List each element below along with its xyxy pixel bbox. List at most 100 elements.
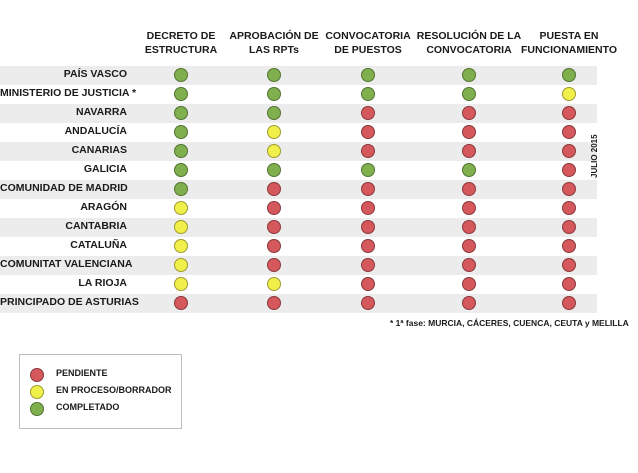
column-header: CONVOCATORIA DE PUESTOS <box>313 29 423 57</box>
status-dot-red <box>361 296 375 310</box>
status-dot-yellow <box>267 144 281 158</box>
status-dot-green <box>462 68 476 82</box>
column-header-line: RESOLUCIÓN DE LA <box>416 30 522 42</box>
row-label: CANTABRIA <box>65 220 127 232</box>
status-dot-red <box>562 163 576 177</box>
status-dot-green <box>174 125 188 139</box>
status-dot-green <box>462 163 476 177</box>
row-label: GALICIA <box>83 163 127 175</box>
column-header-line: CONVOCATORIA <box>325 30 411 42</box>
table-row: ARAGÓN <box>0 199 597 218</box>
legend-label: COMPLETADO <box>56 402 120 412</box>
status-dot-red <box>562 239 576 253</box>
status-dot-red <box>462 182 476 196</box>
status-dot-yellow <box>174 239 188 253</box>
status-dot-red <box>267 239 281 253</box>
table-row: COMUNIDAD DE MADRID <box>0 180 597 199</box>
status-dot-red <box>562 125 576 139</box>
column-header-line: DECRETO DE <box>146 30 216 42</box>
status-dot-red <box>462 106 476 120</box>
legend: PENDIENTE EN PROCESO/BORRADOR COMPLETADO <box>19 354 182 429</box>
status-dot-green <box>174 182 188 196</box>
table-row: NAVARRA <box>0 104 597 123</box>
legend-dot-yellow <box>30 385 44 399</box>
row-label: ARAGÓN <box>80 201 127 213</box>
column-header-line: CONVOCATORIA <box>426 44 512 56</box>
status-dot-red <box>361 201 375 215</box>
status-dot-red <box>462 239 476 253</box>
status-dot-green <box>267 106 281 120</box>
status-dot-red <box>562 220 576 234</box>
status-dot-green <box>174 144 188 158</box>
column-header-line: ESTRUCTURA <box>144 44 218 56</box>
status-dot-red <box>562 277 576 291</box>
status-dot-red <box>562 106 576 120</box>
row-label: PAÍS VASCO <box>63 68 127 80</box>
status-dot-red <box>562 296 576 310</box>
row-label: CANARIAS <box>71 144 127 156</box>
status-dot-red <box>267 258 281 272</box>
status-dot-red <box>462 201 476 215</box>
status-dot-yellow <box>562 87 576 101</box>
status-dot-yellow <box>174 277 188 291</box>
status-dot-red <box>462 258 476 272</box>
status-dot-yellow <box>267 125 281 139</box>
row-label: COMUNITAT VALENCIANA <box>0 258 133 270</box>
status-dot-red <box>361 144 375 158</box>
status-dot-red <box>361 125 375 139</box>
table-row: PAÍS VASCO <box>0 66 597 85</box>
status-dot-yellow <box>174 220 188 234</box>
table-row: LA RIOJA <box>0 275 597 294</box>
status-dot-red <box>462 277 476 291</box>
status-dot-red <box>462 125 476 139</box>
column-header: PUESTA EN FUNCIONAMIENTO <box>514 29 624 57</box>
legend-dot-red <box>30 368 44 382</box>
column-header-line: FUNCIONAMIENTO <box>520 44 618 56</box>
date-label: JULIO 2015 <box>590 134 599 178</box>
status-dot-red <box>361 220 375 234</box>
table-row: MINISTERIO DE JUSTICIA * <box>0 85 597 104</box>
status-dot-green <box>267 87 281 101</box>
status-dot-red <box>462 220 476 234</box>
status-dot-yellow <box>267 277 281 291</box>
legend-label: PENDIENTE <box>56 368 108 378</box>
status-dot-red <box>361 239 375 253</box>
status-dot-green <box>267 163 281 177</box>
status-dot-red <box>174 296 188 310</box>
status-dot-green <box>174 163 188 177</box>
status-dot-yellow <box>174 258 188 272</box>
status-dot-green <box>174 106 188 120</box>
status-dot-green <box>562 68 576 82</box>
legend-dot-green <box>30 402 44 416</box>
status-dot-red <box>562 144 576 158</box>
status-dot-red <box>267 182 281 196</box>
status-dot-green <box>267 68 281 82</box>
status-dot-green <box>361 163 375 177</box>
row-label: COMUNIDAD DE MADRID <box>0 182 128 194</box>
footnote: * 1ª fase: MURCIA, CÁCERES, CUENCA, CEUT… <box>390 318 629 328</box>
row-label: LA RIOJA <box>78 277 127 289</box>
table-row: CATALUÑA <box>0 237 597 256</box>
status-dot-red <box>267 201 281 215</box>
status-dot-green <box>462 87 476 101</box>
status-dot-yellow <box>174 201 188 215</box>
row-label: ANDALUCÍA <box>64 125 127 137</box>
table-row: CANTABRIA <box>0 218 597 237</box>
column-header-line: LAS RPTs <box>249 44 299 56</box>
status-dot-red <box>562 258 576 272</box>
column-header: DECRETO DE ESTRUCTURA <box>126 29 236 57</box>
legend-label: EN PROCESO/BORRADOR <box>56 385 172 395</box>
status-dot-green <box>361 68 375 82</box>
row-label: CATALUÑA <box>70 239 127 251</box>
table-row: ANDALUCÍA <box>0 123 597 142</box>
status-dot-red <box>462 296 476 310</box>
status-dot-red <box>562 182 576 196</box>
status-dot-red <box>361 182 375 196</box>
column-header: RESOLUCIÓN DE LA CONVOCATORIA <box>414 29 524 57</box>
table-row: COMUNITAT VALENCIANA <box>0 256 597 275</box>
status-dot-red <box>361 106 375 120</box>
column-header-line: PUESTA EN <box>539 30 599 42</box>
status-dot-red <box>462 144 476 158</box>
status-dot-red <box>361 258 375 272</box>
column-header: APROBACIÓN DE LAS RPTs <box>219 29 329 57</box>
